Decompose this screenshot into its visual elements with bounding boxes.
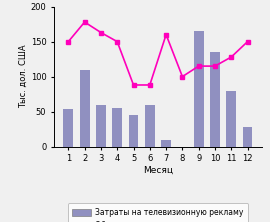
Bar (96, 105, 106, 147)
Bar (145, 105, 155, 147)
Bar (226, 91, 236, 147)
Bar (210, 52, 220, 147)
Bar (63, 109, 73, 147)
Bar (161, 139, 171, 147)
Bar (194, 31, 204, 147)
Bar (80, 70, 90, 147)
Y-axis label: Тыс. дол. США: Тыс. дол. США (19, 45, 28, 108)
Bar (129, 115, 139, 147)
X-axis label: Месяц: Месяц (143, 166, 173, 175)
Legend: Затраты на телевизионную рекламу, Объем розничных продаж: Затраты на телевизионную рекламу, Объем … (68, 204, 248, 222)
Bar (243, 127, 252, 147)
Bar (112, 108, 122, 147)
